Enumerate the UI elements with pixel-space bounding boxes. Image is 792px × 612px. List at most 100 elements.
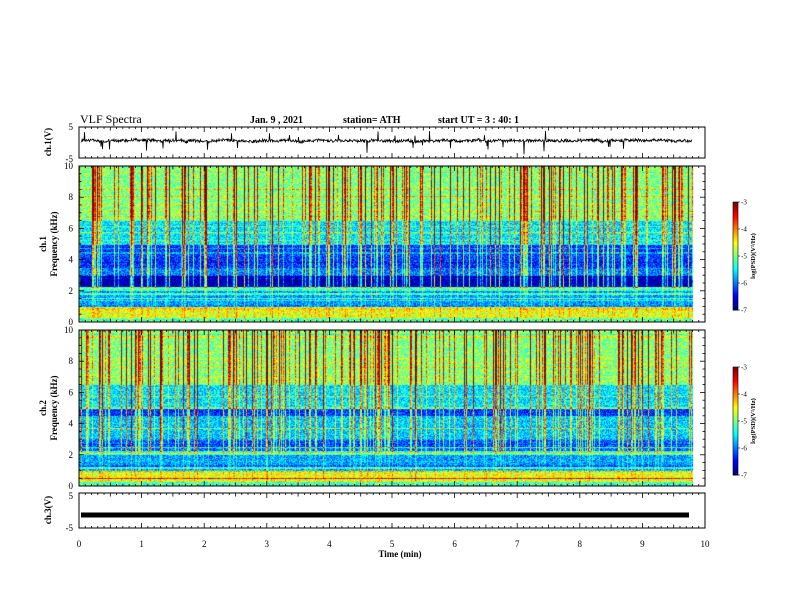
colorbar-segment xyxy=(733,435,738,438)
colorbar-segment xyxy=(733,383,738,386)
ch2-spec-ylabel: Frequency (kHz) xyxy=(49,375,59,440)
time-tick-label: 9 xyxy=(640,539,645,549)
colorbar-segment xyxy=(733,243,738,246)
colorbar-segment xyxy=(733,433,738,436)
colorbar-segment xyxy=(733,205,738,208)
colorbar-segment xyxy=(733,406,738,409)
colorbar-segment xyxy=(733,444,738,447)
colorbar-segment xyxy=(733,449,738,453)
colorbar-segment xyxy=(733,367,738,370)
colorbar-segment xyxy=(733,428,738,431)
ch3-ylabel: ch.3(V) xyxy=(43,496,53,524)
colorbar-segment xyxy=(733,473,738,476)
colorbar-segment xyxy=(733,437,738,440)
colorbar-segment xyxy=(733,458,738,462)
colorbar-segment xyxy=(733,457,738,460)
time-tick-label: 0 xyxy=(77,539,82,549)
colorbar-segment xyxy=(733,392,738,395)
colorbar-segment xyxy=(733,385,738,388)
colorbar-segment xyxy=(733,277,738,280)
colorbar-segment xyxy=(733,223,738,226)
colorbar-segment xyxy=(733,281,738,284)
freq-tick-label: 4 xyxy=(69,255,74,265)
time-tick-label: 2 xyxy=(202,539,207,549)
colorbar-segment xyxy=(733,203,738,207)
colorbar-segment xyxy=(733,283,738,286)
colorbar-segment xyxy=(733,430,738,433)
colorbar-segment xyxy=(733,426,738,429)
ch1-spectrogram-panel: 0 2 4 6 8 10 ch.1 Frequency (kHz) xyxy=(38,161,706,327)
colorbar-segment xyxy=(733,236,738,239)
colorbar-segment xyxy=(733,440,738,444)
time-tick-label: 3 xyxy=(265,539,270,549)
colorbar-tick-label: -7 xyxy=(741,307,747,315)
ch1-spec-ylabel: Frequency (kHz) xyxy=(49,211,59,276)
colorbar-segment xyxy=(733,220,738,223)
colorbar-segment xyxy=(733,292,738,295)
colorbar-segment xyxy=(733,216,738,219)
colorbar-segment xyxy=(733,394,738,397)
colorbar-segment xyxy=(733,295,738,298)
header-station: station= ATH xyxy=(343,115,401,126)
colorbar-tick-label: -7 xyxy=(741,472,747,480)
colorbar-segment xyxy=(733,464,738,467)
colorbar-segment xyxy=(733,209,738,212)
colorbar-segment xyxy=(733,302,738,306)
colorbar-segment xyxy=(733,301,738,304)
colorbar-segment xyxy=(733,439,738,442)
colorbar-segment xyxy=(733,466,738,469)
colorbar-segment xyxy=(733,293,738,297)
ch3-waveform-panel: 5 -5 ch.3(V) xyxy=(43,491,706,533)
freq-tick-label: 10 xyxy=(64,161,74,171)
colorbar-segment xyxy=(733,234,738,237)
colorbar-segment xyxy=(733,225,738,228)
freq-tick-label: 2 xyxy=(69,450,74,460)
x-axis-label: Time (min) xyxy=(378,549,421,559)
ch2-spec-ylabel-channel: ch.2 xyxy=(38,400,48,416)
colorbar-segment xyxy=(733,431,738,435)
ch2-colorbar: -3 -4 -5 -6 -7 log(PSD)(V²/Hz) xyxy=(732,364,757,480)
colorbar-segment xyxy=(733,399,738,402)
ch1-colorbar: -3 -4 -5 -6 -7 log(PSD)(V²/Hz) xyxy=(732,199,757,315)
colorbar-segment xyxy=(733,455,738,458)
colorbar-segment xyxy=(733,408,738,411)
colorbar-segment xyxy=(733,372,738,375)
colorbar-tick-label: -3 xyxy=(741,364,747,372)
time-tick-marks xyxy=(78,127,706,528)
ch1-ytick-neg5: -5 xyxy=(66,154,74,164)
colorbar-segment xyxy=(733,268,738,271)
colorbar-segment xyxy=(733,421,738,424)
colorbar-tick-label: -5 xyxy=(741,253,747,261)
colorbar-segment xyxy=(733,279,738,282)
freq-tick-label: 0 xyxy=(69,481,74,491)
colorbar-segment xyxy=(733,230,738,234)
colorbar-segment xyxy=(733,284,738,288)
colorbar-segment xyxy=(733,241,738,244)
colorbar-segment xyxy=(733,448,738,451)
colorbar-segment xyxy=(733,227,738,230)
colorbar-segment xyxy=(733,274,738,277)
colorbar-label: log(PSD)(V²/Hz) xyxy=(750,398,757,444)
colorbar-segment xyxy=(733,370,738,373)
colorbar-segment xyxy=(733,403,738,406)
colorbar-segment xyxy=(733,308,738,311)
colorbar-segment xyxy=(733,270,738,273)
freq-tick-label: 10 xyxy=(64,325,74,335)
colorbar-segment xyxy=(733,275,738,279)
colorbar-tick-label: -4 xyxy=(741,226,747,234)
colorbar-segment xyxy=(733,467,738,471)
colorbar-segment xyxy=(733,413,738,417)
ch1-ylabel: ch.1(V) xyxy=(43,128,53,156)
colorbar-segment xyxy=(733,286,738,289)
colorbar-segment xyxy=(733,290,738,293)
freq-tick-label: 6 xyxy=(69,223,74,233)
ch1-ytick-5: 5 xyxy=(69,122,74,132)
colorbar-segment xyxy=(733,419,738,422)
colorbar-segment xyxy=(733,453,738,456)
colorbar-segment xyxy=(733,261,738,264)
time-tick-labels: 0 1 2 3 4 5 6 7 8 9 10 xyxy=(77,539,710,549)
colorbar-tick-label: -6 xyxy=(741,280,747,288)
ch1-waveform-line xyxy=(80,130,693,155)
colorbar-segment xyxy=(733,254,738,257)
colorbar-segment xyxy=(733,417,738,420)
